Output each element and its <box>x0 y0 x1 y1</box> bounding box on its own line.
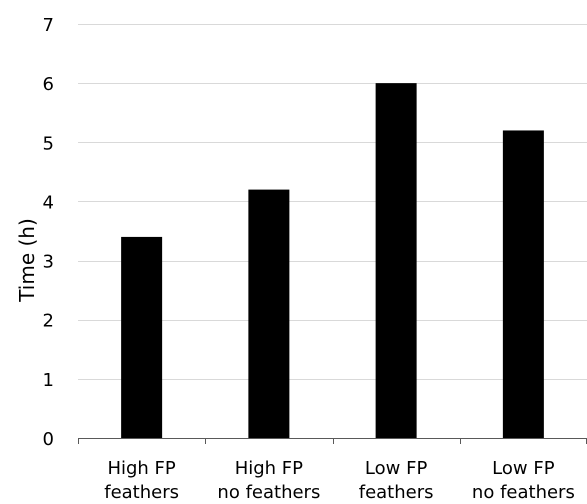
x-category-label: High FP <box>235 458 303 479</box>
bars <box>121 83 544 439</box>
bar <box>121 236 163 438</box>
x-category-label: feathers <box>104 482 179 503</box>
bar <box>502 130 544 438</box>
y-tick-label: 1 <box>43 370 54 391</box>
bar <box>248 189 290 438</box>
x-category-label: High FP <box>107 458 175 479</box>
y-tick-label: 3 <box>43 252 54 273</box>
x-category-label: feathers <box>359 482 434 503</box>
axes <box>78 438 587 444</box>
x-category-labels: High FP feathers High FP no feathers Low FP f… <box>104 458 575 503</box>
y-tick-label: 0 <box>43 429 54 450</box>
y-tick-label: 4 <box>43 192 54 213</box>
x-category-label: Low FP <box>365 458 428 479</box>
x-category-label: Low FP <box>492 458 555 479</box>
x-category-label: no feathers <box>217 482 320 503</box>
y-tick-label: 2 <box>43 311 54 332</box>
y-tick-label: 5 <box>43 133 54 154</box>
bar <box>375 83 417 439</box>
y-axis-title: Time (h) <box>15 218 39 303</box>
x-category-label: no feathers <box>472 482 575 503</box>
grid-lines <box>78 24 587 380</box>
y-tick-label: 6 <box>43 74 54 95</box>
y-tick-label: 7 <box>43 15 54 36</box>
y-tick-labels: 0 1 2 3 4 5 6 7 <box>43 15 54 450</box>
